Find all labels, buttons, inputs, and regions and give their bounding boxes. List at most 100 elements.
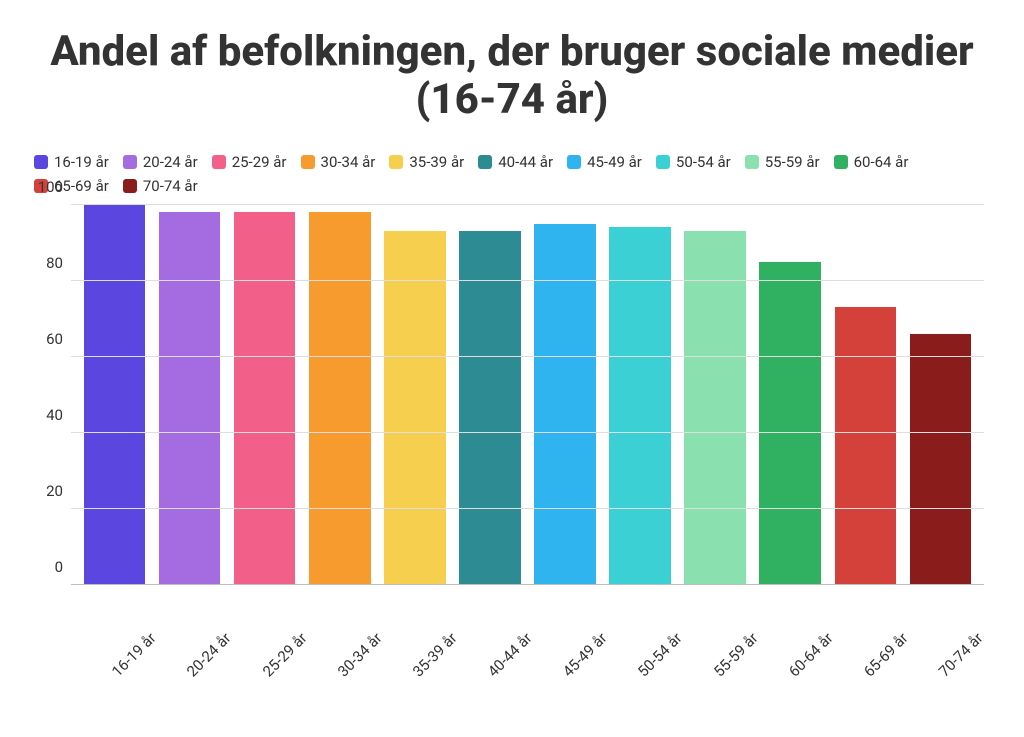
legend: 16-19 år 20-24 år 25-29 år 30-34 år 35-39 år…	[34, 153, 994, 195]
legend-swatch	[123, 155, 137, 169]
x-tick-label: 20-24 år	[151, 595, 226, 613]
gridline	[71, 280, 984, 281]
bars-group	[71, 205, 984, 585]
x-tick-label: 30-34 år	[302, 595, 377, 613]
gridline	[71, 432, 984, 433]
bar	[309, 212, 371, 584]
x-tick-text: 40-44 år	[484, 629, 536, 681]
bar-slot	[227, 205, 302, 585]
x-axis-labels: 16-19 år20-24 år25-29 år30-34 år35-39 år…	[70, 595, 984, 613]
legend-item: 16-19 år	[34, 153, 109, 171]
gridline	[71, 584, 984, 585]
y-tick-label: 60	[31, 330, 71, 348]
legend-label: 55-59 år	[765, 153, 820, 171]
legend-label: 45-49 år	[587, 153, 642, 171]
legend-swatch	[656, 155, 670, 169]
x-tick-text: 70-74 år	[935, 629, 987, 681]
chart-area: 020406080100 16-19 år20-24 år25-29 år30-…	[70, 205, 984, 613]
x-tick-label: 70-74 år	[903, 595, 978, 613]
bar-slot	[753, 205, 828, 585]
legend-label: 40-44 år	[498, 153, 553, 171]
gridline	[71, 204, 984, 205]
bar	[759, 262, 821, 585]
gridline	[71, 508, 984, 509]
x-tick-label: 45-49 år	[527, 595, 602, 613]
x-tick-text: 65-69 år	[860, 629, 912, 681]
bar	[159, 212, 221, 584]
bar	[234, 212, 296, 584]
bar	[534, 224, 596, 585]
bar-slot	[152, 205, 227, 585]
legend-swatch	[834, 155, 848, 169]
bar-slot	[452, 205, 527, 585]
legend-item: 25-29 år	[212, 153, 287, 171]
x-tick-label: 16-19 år	[76, 595, 151, 613]
bar	[684, 231, 746, 584]
y-tick-label: 100	[31, 178, 71, 196]
x-tick-label: 25-29 år	[226, 595, 301, 613]
legend-item: 30-34 år	[301, 153, 376, 171]
legend-label: 60-64 år	[854, 153, 909, 171]
x-tick-label: 40-44 år	[452, 595, 527, 613]
x-tick-text: 16-19 år	[108, 629, 160, 681]
x-tick-text: 55-59 år	[710, 629, 762, 681]
bar	[84, 205, 146, 585]
legend-swatch	[123, 179, 137, 193]
x-tick-text: 45-49 år	[559, 629, 611, 681]
bar-slot	[903, 205, 978, 585]
bar-slot	[678, 205, 753, 585]
y-tick-label: 20	[31, 482, 71, 500]
x-tick-text: 50-54 år	[634, 629, 686, 681]
chart-title: Andel af befolkningen, der bruger social…	[30, 28, 994, 125]
x-tick-label: 60-64 år	[753, 595, 828, 613]
bar-slot	[603, 205, 678, 585]
legend-label: 20-24 år	[143, 153, 198, 171]
legend-swatch	[389, 155, 403, 169]
legend-item: 20-24 år	[123, 153, 198, 171]
legend-item: 45-49 år	[567, 153, 642, 171]
legend-swatch	[478, 155, 492, 169]
legend-item: 35-39 år	[389, 153, 464, 171]
legend-item: 50-54 år	[656, 153, 731, 171]
x-tick-text: 20-24 år	[183, 629, 235, 681]
legend-item: 70-74 år	[123, 177, 198, 195]
x-tick-label: 35-39 år	[377, 595, 452, 613]
bar-slot	[828, 205, 903, 585]
bar-slot	[77, 205, 152, 585]
bar	[609, 227, 671, 584]
bar	[910, 334, 972, 585]
plot-area: 020406080100	[70, 205, 984, 585]
legend-item: 60-64 år	[834, 153, 909, 171]
legend-swatch	[745, 155, 759, 169]
legend-swatch	[301, 155, 315, 169]
legend-label: 35-39 år	[409, 153, 464, 171]
x-tick-label: 50-54 år	[602, 595, 677, 613]
bar-slot	[527, 205, 602, 585]
legend-label: 25-29 år	[232, 153, 287, 171]
bar	[459, 231, 521, 584]
gridline	[71, 356, 984, 357]
bar	[835, 307, 897, 584]
legend-swatch	[34, 155, 48, 169]
legend-swatch	[567, 155, 581, 169]
bar	[384, 231, 446, 584]
chart-container: Andel af befolkningen, der bruger social…	[0, 0, 1024, 737]
x-tick-text: 30-34 år	[334, 629, 386, 681]
legend-label: 16-19 år	[54, 153, 109, 171]
x-tick-text: 60-64 år	[785, 629, 837, 681]
legend-item: 40-44 år	[478, 153, 553, 171]
x-tick-label: 65-69 år	[828, 595, 903, 613]
legend-label: 70-74 år	[143, 177, 198, 195]
y-tick-label: 80	[31, 254, 71, 272]
legend-label: 30-34 år	[321, 153, 376, 171]
y-tick-label: 0	[31, 558, 71, 576]
x-tick-text: 25-29 år	[259, 629, 311, 681]
bar-slot	[302, 205, 377, 585]
x-tick-label: 55-59 år	[677, 595, 752, 613]
legend-swatch	[212, 155, 226, 169]
x-tick-text: 35-39 år	[409, 629, 461, 681]
bar-slot	[377, 205, 452, 585]
y-tick-label: 40	[31, 406, 71, 424]
legend-item: 55-59 år	[745, 153, 820, 171]
legend-label: 50-54 år	[676, 153, 731, 171]
